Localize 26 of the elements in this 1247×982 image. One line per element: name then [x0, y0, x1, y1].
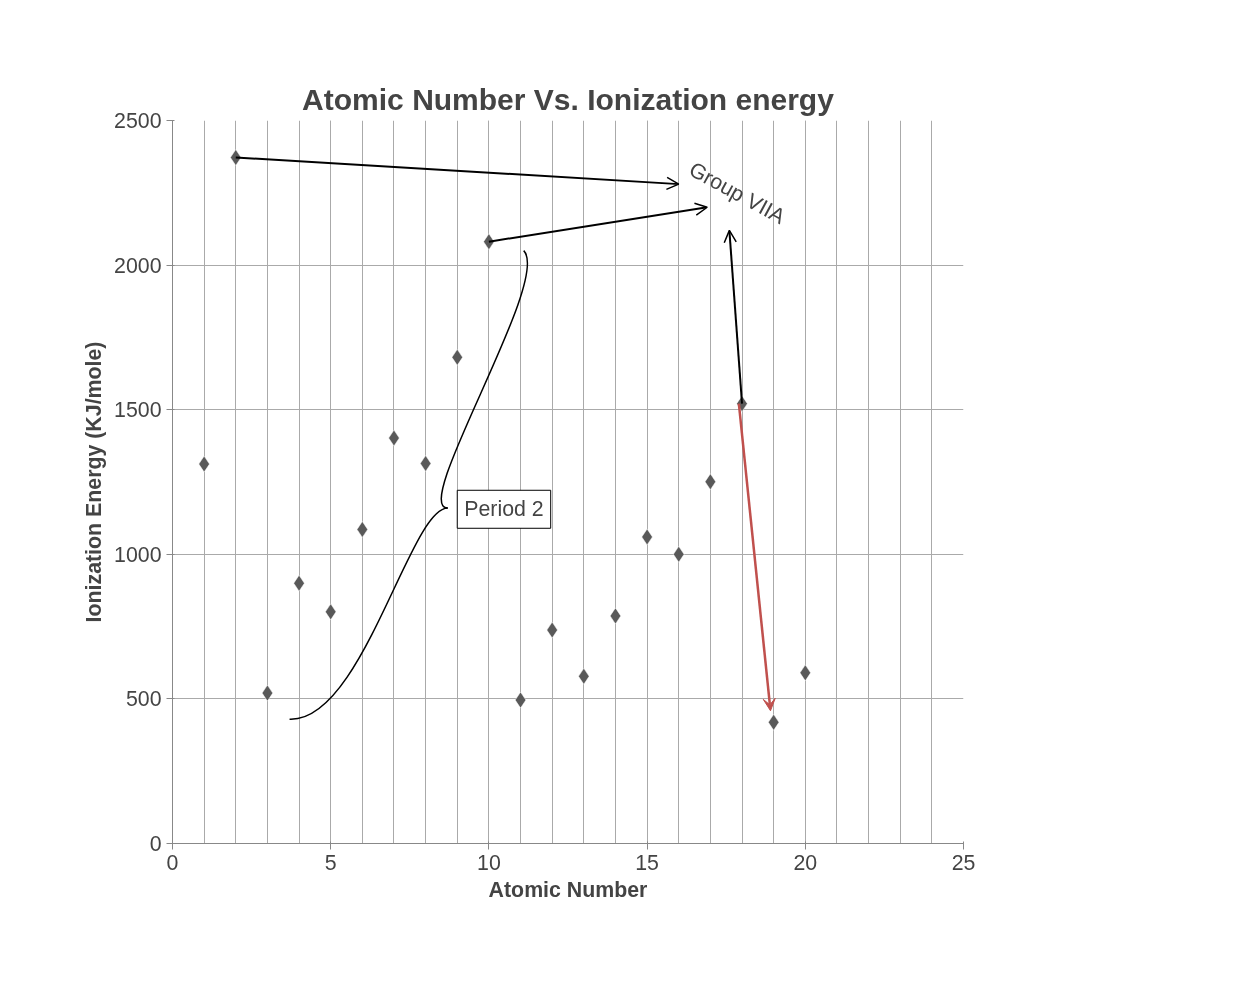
x-axis-title: Atomic Number: [488, 877, 648, 902]
point: [704, 473, 716, 490]
y-tick-label: 2000: [114, 253, 162, 278]
y-tick-label: 0: [149, 832, 162, 856]
y-tick-label: 500: [125, 687, 162, 712]
x-tick-label: 5: [324, 850, 337, 875]
point: [514, 691, 527, 709]
point: [420, 455, 432, 472]
y-axis-title: Ionization Energy (KJ/mole): [82, 341, 107, 623]
y-tick-label: 2500: [114, 109, 162, 133]
x-tick-label: 10: [477, 850, 501, 875]
chart-title: Atomic Number Vs. Ionization energy: [302, 82, 835, 116]
x-tick-label: 15: [635, 850, 659, 875]
x-tick-label: 0: [166, 850, 179, 875]
point: [451, 349, 463, 366]
annotation: Period 2: [464, 497, 544, 522]
y-tick-label: 1500: [114, 398, 162, 423]
point: [578, 668, 590, 685]
point: [673, 546, 685, 563]
point: [609, 607, 622, 625]
point: [356, 521, 368, 538]
x-tick-label: 20: [793, 850, 818, 875]
y-tick-label: 1000: [114, 542, 162, 567]
point: [483, 233, 495, 250]
point: [768, 714, 780, 731]
x-tick-label: 25: [951, 850, 976, 875]
